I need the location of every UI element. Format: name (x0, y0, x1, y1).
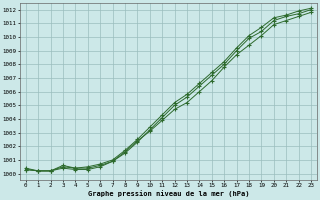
X-axis label: Graphe pression niveau de la mer (hPa): Graphe pression niveau de la mer (hPa) (88, 190, 249, 197)
